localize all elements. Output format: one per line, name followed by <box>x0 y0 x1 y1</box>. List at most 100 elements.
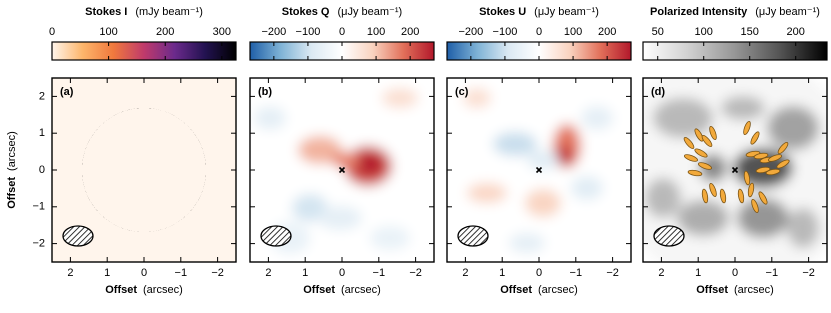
x-axis-label-name: Offset <box>500 284 532 296</box>
colorbar-title: Polarized Intensity (μJy beam⁻¹) <box>650 6 820 18</box>
map-blob <box>571 176 603 200</box>
beam <box>62 225 94 247</box>
x-tick-label: 0 <box>732 267 738 279</box>
panel-label: (c) <box>455 86 469 98</box>
x-tick-label: 2 <box>67 267 73 279</box>
y-axis-label-name: Offset <box>6 177 18 209</box>
colorbar-tick-label: 0 <box>536 26 542 38</box>
x-axis-label-name: Offset <box>696 284 728 296</box>
colorbar-tick-label: 100 <box>367 26 385 38</box>
x-axis-label: Offset (arcsec) <box>303 284 381 296</box>
map-blob <box>370 226 410 250</box>
colorbar-tick-label: 200 <box>156 26 174 38</box>
map-structure <box>447 78 631 262</box>
polarization-vector <box>751 198 759 214</box>
colorbar-title-name: Polarized Intensity <box>650 6 748 18</box>
polarization-vector <box>709 182 717 198</box>
polarization-vector <box>701 135 713 147</box>
x-axis-label-unit: (arcsec) <box>538 284 578 296</box>
panel-label: (b) <box>258 86 272 98</box>
polarization-vector <box>753 152 769 160</box>
x-tick-label: 1 <box>104 267 110 279</box>
panel-label: (a) <box>60 86 74 98</box>
colorbar-tick-label: −200 <box>458 26 483 38</box>
colorbar-title: Stokes Q (μJy beam⁻¹) <box>282 6 402 18</box>
colorbar-tick-label: −200 <box>261 26 286 38</box>
x-tick-label: −1 <box>373 267 386 279</box>
polarization-vector <box>683 154 699 162</box>
polarization-vector <box>747 182 755 198</box>
map-blob <box>653 98 713 138</box>
map-blob <box>737 198 789 238</box>
polarization-vector <box>767 154 783 162</box>
x-tick-label: 2 <box>265 267 271 279</box>
x-axis-label: Offset (arcsec) <box>105 284 183 296</box>
map-image <box>447 78 631 262</box>
x-tick-label: 0 <box>339 267 345 279</box>
colorbar-tick-label: 100 <box>564 26 582 38</box>
beam <box>457 225 489 247</box>
map-blob <box>525 189 561 217</box>
colorbar-title-name: Stokes I <box>85 6 127 18</box>
map-blob <box>527 150 559 170</box>
x-axis-label-unit: (arcsec) <box>341 284 381 296</box>
map-blob <box>721 96 765 120</box>
x-tick-label: −1 <box>766 267 779 279</box>
polarization-vector <box>743 120 751 136</box>
colorbar-title-unit: (mJy beam⁻¹) <box>135 6 203 18</box>
polarization-vector <box>776 159 790 169</box>
map-blob <box>254 106 286 130</box>
beam <box>260 225 292 247</box>
x-tick-label: 1 <box>695 267 701 279</box>
y-tick-label: 0 <box>39 164 45 176</box>
polarization-vector <box>683 137 695 149</box>
x-tick-label: 1 <box>302 267 308 279</box>
polarization-vector <box>701 188 709 204</box>
map-blob <box>298 136 342 164</box>
colorbar-tick-label: 50 <box>652 26 664 38</box>
x-tick-label: −2 <box>802 267 815 279</box>
x-axis-label-unit: (arcsec) <box>734 284 774 296</box>
colorbar-title-unit: (μJy beam⁻¹) <box>534 6 599 18</box>
colorbar-tick-label: 100 <box>99 26 117 38</box>
y-tick-label: 2 <box>39 90 45 102</box>
colorbar-title: Stokes I (mJy beam⁻¹) <box>85 6 203 18</box>
colorbar-tick-label: 300 <box>213 26 231 38</box>
x-tick-label: −1 <box>570 267 583 279</box>
polarization-vector <box>737 188 745 204</box>
colorbar-title-name: Stokes Q <box>282 6 330 18</box>
x-tick-label: 1 <box>499 267 505 279</box>
colorbar-tick-label: 0 <box>49 26 55 38</box>
map-blob <box>318 206 362 230</box>
polarization-vector <box>765 168 781 176</box>
x-tick-label: 2 <box>658 267 664 279</box>
map-blob <box>645 178 681 218</box>
y-tick-label: 1 <box>39 127 45 139</box>
polarization-vector <box>777 142 789 154</box>
colorbar-tick-label: 100 <box>695 26 713 38</box>
polarization-vector <box>758 191 768 205</box>
colorbar-tick-label: 200 <box>401 26 419 38</box>
polarization-vector <box>750 131 760 145</box>
polarization-vector <box>687 169 703 177</box>
x-tick-label: −2 <box>211 267 224 279</box>
map-blob <box>699 154 727 182</box>
polarization-vector <box>719 188 727 204</box>
map-blob <box>677 200 729 236</box>
map-blob <box>463 88 491 108</box>
colorbar <box>51 41 237 61</box>
center-marker <box>731 166 739 174</box>
map-blob <box>767 106 819 150</box>
y-axis-label-unit: (arcsec) <box>6 131 18 171</box>
x-axis-label: Offset (arcsec) <box>500 284 578 296</box>
polarization-vector <box>743 170 751 186</box>
panel-label: (d) <box>651 86 665 98</box>
map-blob <box>787 208 819 248</box>
x-tick-label: 2 <box>462 267 468 279</box>
y-tick-label: −1 <box>32 201 45 213</box>
map-blob <box>467 183 507 203</box>
x-tick-label: −1 <box>175 267 188 279</box>
colorbar-tick-label: 0 <box>339 26 345 38</box>
colorbar-tick-label: −100 <box>493 26 518 38</box>
